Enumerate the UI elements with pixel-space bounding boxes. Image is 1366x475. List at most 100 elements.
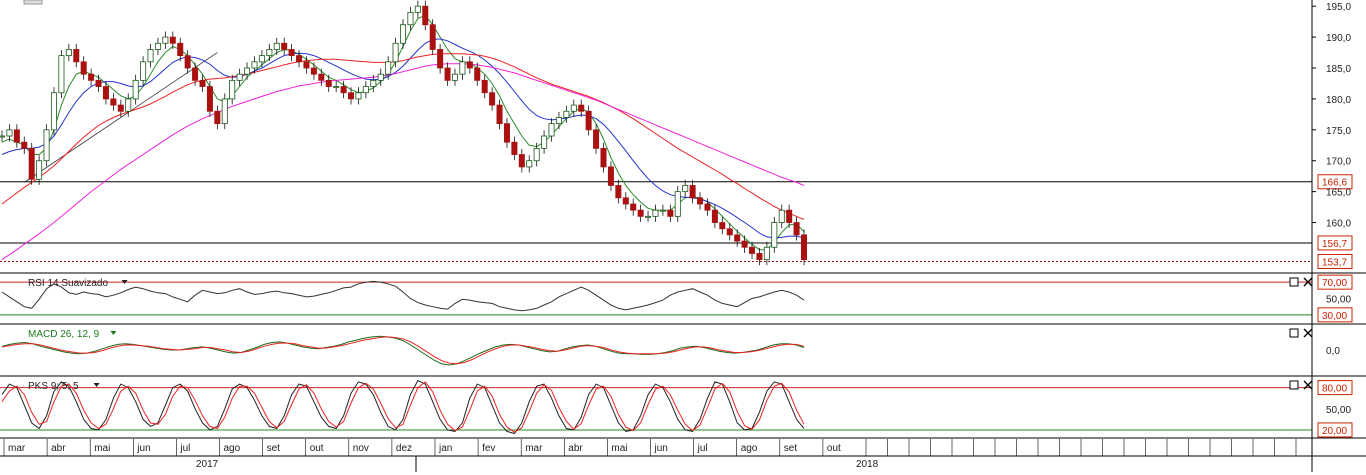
candle-body [466, 61, 473, 69]
candle-body [50, 92, 57, 131]
level-badge [1317, 253, 1353, 269]
candle-body [0, 135, 5, 138]
candle-body [570, 104, 577, 112]
candle-body [511, 141, 518, 155]
time-axis: mar abr mai jun jul ago set out nov dez jan fev mar a… [0, 439, 1366, 472]
candle-body [325, 79, 332, 87]
candle-body [481, 79, 488, 94]
candle-body [496, 104, 503, 125]
candle-body [125, 98, 132, 112]
price-panel: 166,6 156,7 153,7 195,0 190,0 185,0 180,0 175,0… [0, 0, 1353, 269]
rsi-panel: 70,00 30,00 50,00 RSI 14 Suavizado [0, 274, 1353, 323]
y-tick-label: 165,0 [1326, 188, 1351, 199]
maximize-icon [1289, 380, 1299, 390]
panel-title: MACD 26, 12, 9 [28, 329, 100, 340]
macd-panel: 0,0 MACD 26, 12, 9 [1, 328, 1340, 366]
candle-body [489, 92, 496, 106]
rsi-line [1, 280, 805, 312]
candle-body [548, 123, 555, 137]
month-label: mar [8, 443, 26, 454]
candle-body [793, 222, 800, 236]
candle-body [102, 86, 109, 100]
candle-body [555, 117, 562, 125]
candle-body [704, 203, 711, 211]
month-label: set [784, 443, 798, 454]
macd-line [1, 335, 805, 366]
maximize-icon [1289, 277, 1299, 287]
candle-body [177, 42, 184, 57]
pks-panel: 80,00 20,00 50,00 PKS 9; 5; 5 [0, 379, 1353, 438]
candle-body [578, 104, 585, 112]
candle-body [340, 86, 347, 94]
candle-body [734, 234, 741, 242]
close-icon [1303, 277, 1313, 287]
candle-body [162, 36, 169, 44]
candle-body [370, 79, 377, 87]
y-tick-label: 190,0 [1326, 33, 1351, 44]
toolbar-button [23, 0, 43, 5]
candle-body [348, 92, 355, 100]
candle-body [169, 36, 176, 44]
sma_long_red-line [1, 53, 805, 220]
candle-body [674, 191, 681, 217]
candle-body [147, 49, 154, 63]
candle-body [117, 104, 124, 112]
signal-line [1, 336, 805, 365]
candle-body [236, 73, 243, 81]
candle-body [503, 123, 510, 143]
month-label: fev [482, 443, 495, 454]
candle-body [229, 79, 236, 100]
candle-body [711, 209, 718, 223]
candle-body [214, 110, 221, 125]
candle-body [36, 160, 43, 180]
candle-body [593, 129, 600, 149]
level-label: 166,6 [1322, 178, 1347, 189]
y-tick-label: 195,0 [1326, 2, 1351, 13]
y-tick-label: 50,00 [1326, 405, 1351, 416]
candle-body [600, 147, 607, 168]
level-label: 80,00 [1322, 384, 1347, 395]
candle-body [607, 166, 614, 186]
candle-body [414, 5, 421, 13]
candle-body [80, 61, 87, 75]
y-tick-label: 180,0 [1326, 95, 1351, 106]
candle-body [459, 61, 466, 75]
candle-body [206, 86, 213, 112]
candle-body [318, 73, 325, 81]
month-label: set [267, 443, 281, 454]
candle-body [749, 246, 756, 254]
sma_long_magenta-line [1, 63, 805, 261]
month-label: jul [697, 443, 708, 454]
candle-body [154, 42, 161, 50]
candle-body [474, 67, 481, 81]
candle-body [400, 24, 406, 44]
close-icon [1303, 380, 1313, 390]
candle-body [645, 215, 652, 218]
candle-body [801, 234, 807, 261]
y-tick-label: 0,0 [1326, 346, 1340, 357]
candle-body [273, 42, 280, 50]
candle-body [73, 49, 80, 63]
candle-body [362, 86, 369, 94]
year-label: 2017 [196, 459, 219, 470]
month-label: out [827, 443, 841, 454]
candle-body [541, 135, 548, 149]
dropdown-arrow-icon [93, 383, 100, 387]
candle-body [682, 185, 689, 193]
level-label: 156,7 [1322, 239, 1347, 250]
candle-body [637, 209, 644, 217]
month-label: jun [136, 443, 150, 454]
candle-body [28, 147, 35, 180]
candle-body [741, 240, 748, 248]
panel-title: RSI 14 Suavizado [28, 278, 108, 289]
month-label: abr [568, 443, 583, 454]
level-badge [1317, 307, 1353, 323]
level-label: 153,7 [1322, 257, 1347, 268]
candle-body [689, 185, 696, 199]
level-badge [1317, 422, 1353, 438]
candle-body [659, 209, 666, 212]
month-label: nov [353, 443, 369, 454]
candle-body [630, 203, 637, 211]
candle-body [184, 55, 191, 69]
